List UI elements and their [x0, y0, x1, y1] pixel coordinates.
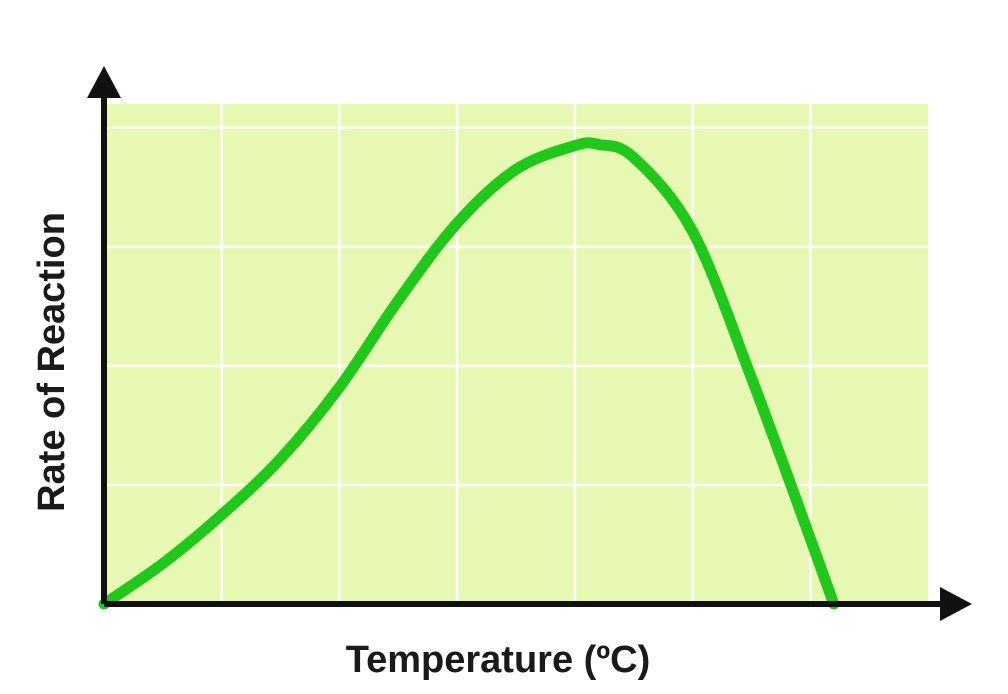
x-axis-arrowhead: [940, 587, 972, 621]
plot-background: [104, 104, 928, 604]
series-group: [98, 137, 840, 610]
axes: [87, 66, 972, 621]
x-axis-label: Temperature (ºC): [346, 639, 651, 681]
y-axis-arrowhead: [87, 66, 121, 98]
y-axis-label: Rate of Reaction: [31, 212, 73, 512]
series-line: [98, 137, 840, 610]
